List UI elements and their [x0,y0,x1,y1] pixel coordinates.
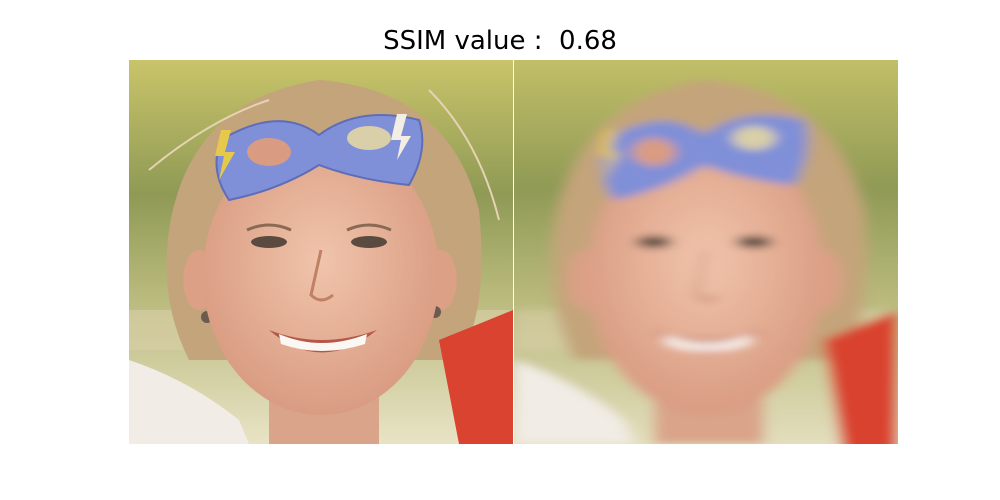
blurred-image-panel [514,60,898,444]
lightning-bolt-right [391,114,411,160]
original-image-panel [129,60,513,444]
face [203,135,439,415]
red-sleeve [439,310,513,444]
blurred-image [514,60,898,444]
figure-title: SSIM value : 0.68 [383,26,617,56]
teeth [279,334,367,351]
shirt [129,360,249,444]
lightning-bolt-left [215,130,235,180]
original-image [129,60,513,444]
